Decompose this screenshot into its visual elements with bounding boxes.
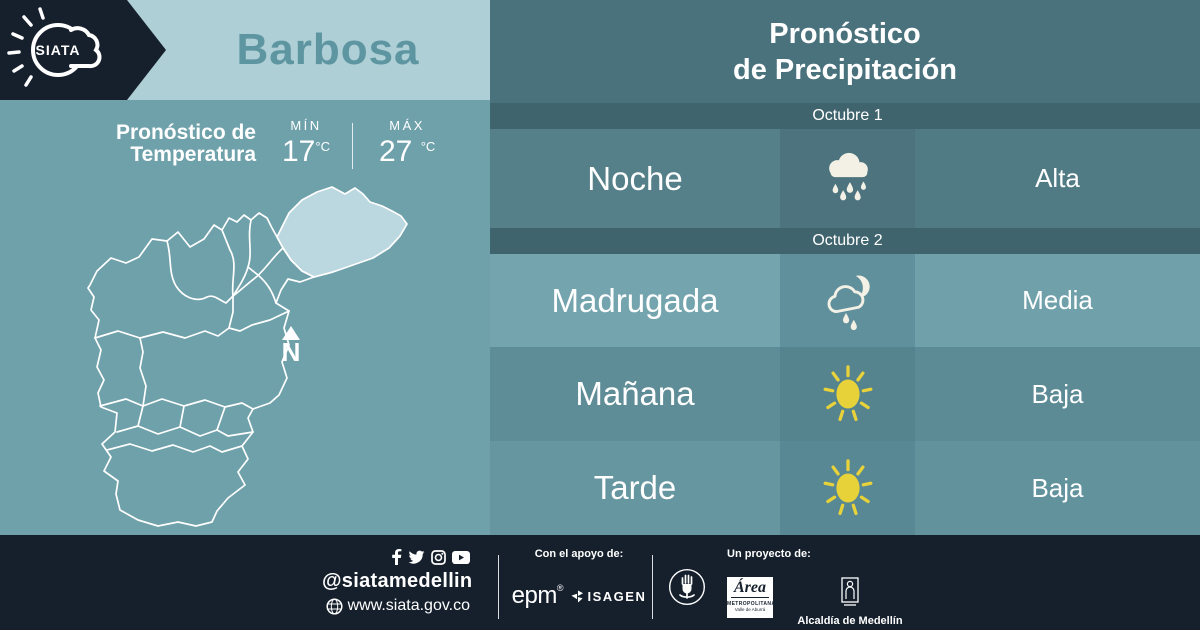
sun-icon [823, 365, 872, 422]
period-label: Noche [490, 129, 780, 228]
temperature-max: MÁX 27 °C [378, 118, 436, 168]
siata-cloud-icon [69, 26, 102, 69]
left-panel: SIATA Barbosa Pronóstico de Temperatura … [0, 0, 490, 535]
forecast-row-noche: Noche Alta [490, 129, 1200, 228]
temperature-min: MÍN 17°C [282, 118, 330, 168]
level-value: Baja [915, 441, 1200, 535]
level-value: Media [915, 254, 1200, 347]
forecast-row-tarde: Tarde Baja [490, 441, 1200, 535]
isagen-logo: ISAGEN [571, 589, 646, 604]
rain-cloud-icon [828, 152, 868, 200]
temperature-divider [351, 123, 353, 169]
isagen-symbol-icon [571, 589, 584, 603]
temperature-title: Pronóstico de Temperatura [115, 120, 256, 166]
period-label: Madrugada [490, 254, 780, 347]
globe-icon [326, 597, 343, 615]
footer-divider [652, 555, 653, 619]
level-value: Alta [915, 129, 1200, 228]
north-arrow-icon [282, 326, 300, 340]
support-block: Con el apoyo de: epm® ISAGEN [510, 548, 648, 610]
siata-sun-rays-icon [7, 7, 45, 87]
siata-logo-text: SIATA [36, 42, 81, 58]
social-handle[interactable]: @siatamedellin [322, 570, 473, 592]
north-label: N [281, 337, 301, 367]
period-label: Mañana [490, 347, 780, 441]
map-region-barbosa [276, 186, 408, 278]
twitter-icon[interactable] [408, 550, 425, 565]
forecast-row-madrugada: Madrugada Media [490, 254, 1200, 347]
facebook-icon[interactable] [391, 549, 402, 565]
moon-rain-icon [827, 275, 870, 330]
support-label: Con el apoyo de: [534, 548, 624, 560]
social-block: @siatamedellin www.siata.gov.co [322, 549, 473, 615]
date-bar-octubre-2: Octubre 2 [490, 228, 1200, 254]
alcaldia-emblem-icon [841, 577, 859, 606]
municipality-title: Barbosa [236, 25, 420, 74]
youtube-icon[interactable] [452, 550, 470, 564]
period-label: Tarde [490, 441, 780, 535]
sun-icon [823, 459, 872, 516]
region-map [87, 186, 408, 527]
project-label: Un proyecto de: [727, 548, 811, 560]
website-row[interactable]: www.siata.gov.co [322, 597, 470, 615]
alcaldia-medellin-logo: Alcaldía de Medellín [795, 577, 905, 627]
forecast-row-manana: Mañana Baja [490, 347, 1200, 441]
level-value: Baja [915, 347, 1200, 441]
precipitation-title: Pronóstico de Precipitación [490, 0, 1200, 103]
website-url: www.siata.gov.co [347, 597, 470, 614]
footer: @siatamedellin www.siata.gov.co Con el a… [0, 535, 1200, 630]
area-metropolitana-logo: Área METROPOLITANA Valle de Aburrá [727, 577, 775, 618]
precipitation-panel: Pronóstico de Precipitación Octubre 1 No… [490, 0, 1200, 535]
footer-divider [498, 555, 499, 619]
project-block: Un proyecto de: Área METROPOLITANA Valle… [727, 548, 927, 627]
date-bar-octubre-1: Octubre 1 [490, 103, 1200, 129]
north-indicator: N [276, 326, 306, 367]
temperature-forecast: Pronóstico de Temperatura MÍN 17°C MÁX 2… [88, 118, 435, 169]
siata-logo: SIATA [0, 0, 166, 100]
left-header: SIATA Barbosa [0, 0, 490, 100]
map-outline [87, 212, 315, 527]
map-section: Pronóstico de Temperatura MÍN 17°C MÁX 2… [0, 100, 490, 535]
epm-logo: epm® [511, 582, 564, 609]
instagram-icon[interactable] [431, 549, 446, 565]
university-seal-icon [669, 569, 705, 605]
